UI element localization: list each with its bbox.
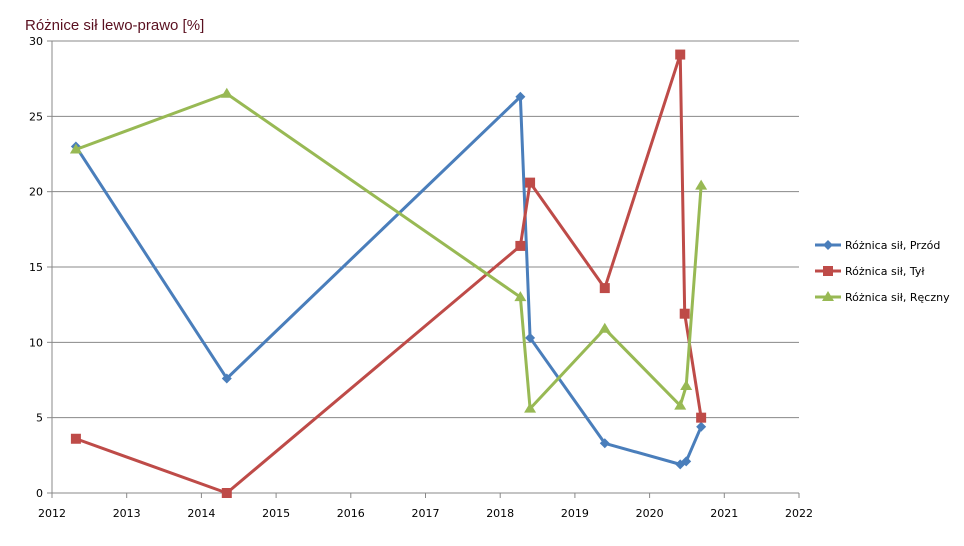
chart-title: Różnice sił lewo-prawo [%] bbox=[25, 17, 205, 34]
legend-marker bbox=[823, 266, 833, 276]
data-point bbox=[598, 322, 611, 333]
data-point bbox=[514, 291, 527, 302]
legend-label: Różnica sił, Przód bbox=[845, 239, 940, 252]
y-tick-label: 10 bbox=[29, 336, 43, 349]
x-tick-label: 2022 bbox=[785, 507, 813, 520]
data-point bbox=[599, 438, 610, 449]
data-point bbox=[515, 240, 526, 251]
data-point bbox=[515, 91, 526, 102]
y-tick-label: 25 bbox=[29, 110, 43, 123]
data-point bbox=[525, 332, 536, 343]
y-tick-label: 30 bbox=[29, 35, 43, 48]
legend-label: Różnica sił, Ręczny bbox=[845, 291, 950, 304]
data-point bbox=[695, 179, 708, 190]
legend-marker bbox=[822, 291, 834, 301]
data-point bbox=[220, 87, 233, 98]
y-tick-label: 15 bbox=[29, 261, 43, 274]
data-point bbox=[69, 143, 82, 154]
data-point bbox=[674, 399, 687, 410]
series-line-3 bbox=[75, 92, 703, 411]
x-tick-label: 2012 bbox=[38, 507, 66, 520]
y-tick-label: 5 bbox=[36, 412, 43, 425]
data-point bbox=[696, 421, 707, 432]
x-tick-label: 2019 bbox=[561, 507, 589, 520]
data-point bbox=[681, 456, 692, 467]
legend-marker bbox=[823, 240, 833, 250]
x-tick-label: 2014 bbox=[187, 507, 215, 520]
series-line-2 bbox=[75, 53, 703, 495]
x-tick-label: 2016 bbox=[337, 507, 365, 520]
data-point bbox=[221, 488, 232, 498]
legend-label: Różnica sił, Tył bbox=[845, 265, 925, 278]
data-point bbox=[675, 49, 686, 60]
x-tick-label: 2018 bbox=[486, 507, 514, 520]
x-tick-label: 2013 bbox=[113, 507, 141, 520]
x-tick-label: 2021 bbox=[710, 507, 738, 520]
data-point bbox=[679, 308, 690, 319]
data-point bbox=[680, 380, 693, 391]
y-tick-label: 0 bbox=[36, 487, 43, 500]
data-point bbox=[525, 177, 536, 188]
data-point bbox=[70, 433, 81, 444]
y-tick-label: 20 bbox=[29, 186, 43, 199]
data-point bbox=[524, 402, 537, 413]
x-tick-label: 2015 bbox=[262, 507, 290, 520]
data-point bbox=[599, 283, 610, 294]
data-point bbox=[221, 373, 232, 384]
data-point bbox=[696, 412, 707, 423]
x-tick-label: 2020 bbox=[636, 507, 664, 520]
x-tick-label: 2017 bbox=[412, 507, 440, 520]
